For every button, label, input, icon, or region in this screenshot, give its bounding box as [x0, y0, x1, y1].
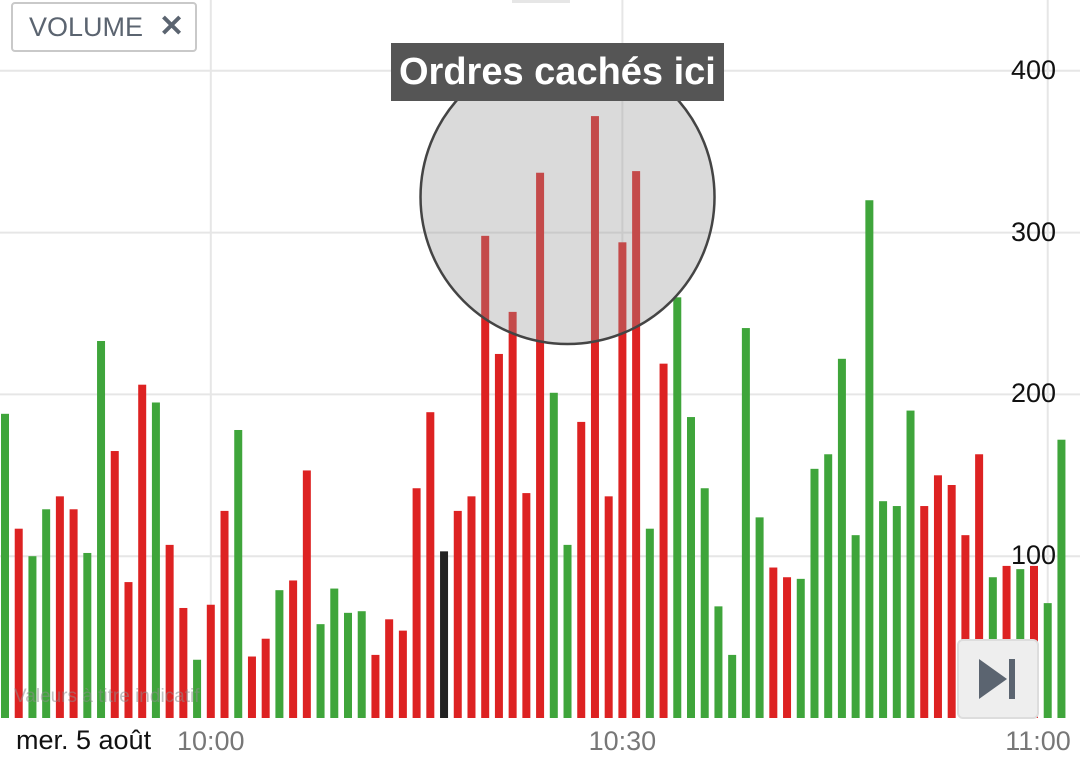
volume-bar-59: [810, 468, 819, 718]
hidden-orders-annotation: Ordres cachés ici: [391, 43, 724, 101]
volume-bar-52: [714, 606, 723, 718]
volume-bar-14: [193, 659, 202, 718]
volume-bar-50: [687, 417, 695, 718]
volume-bar-8: [110, 451, 119, 718]
volume-bar-34: [467, 496, 476, 718]
volume-bar-58: [796, 578, 805, 718]
volume-bar-11: [151, 402, 160, 718]
volume-bar-12: [165, 544, 174, 718]
volume-bar-63: [865, 200, 874, 719]
volume-bar-55: [755, 517, 764, 718]
y-tick-label: 100: [1010, 540, 1056, 571]
volume-bar-57: [783, 577, 792, 718]
volume-bar-48: [659, 363, 668, 718]
volume-bar-64: [879, 501, 888, 718]
volume-bar-36: [494, 353, 503, 718]
volume-bar-24: [330, 588, 339, 718]
volume-bars: [1, 116, 1066, 719]
x-tick-label: 10:00: [177, 726, 245, 756]
y-tick-label: 300: [1010, 216, 1056, 247]
volume-bar-20: [275, 590, 284, 718]
volume-bar-7: [97, 341, 106, 718]
volume-bar-49: [673, 297, 682, 718]
skip-to-end-button[interactable]: [957, 639, 1039, 719]
volume-bar-10: [138, 384, 147, 718]
volume-bar-43: [590, 116, 599, 718]
volume-bar-56: [769, 567, 778, 718]
volume-bar-69: [947, 485, 956, 718]
volume-bar-38: [522, 493, 531, 718]
top-edge-marker: [512, 0, 570, 3]
volume-bar-22: [302, 470, 311, 718]
volume-bar-47: [645, 528, 654, 718]
volume-bar-68: [933, 475, 942, 718]
close-icon[interactable]: ✕: [159, 10, 185, 43]
volume-bar-51: [700, 488, 709, 718]
volume-bar-66: [906, 410, 915, 718]
volume-bar-37: [508, 311, 517, 718]
volume-bar-46: [632, 171, 641, 719]
volume-bar-29: [398, 630, 407, 718]
volume-bar-27: [371, 654, 380, 718]
volume-bar-31: [426, 412, 435, 718]
volume-bar-53: [728, 654, 737, 718]
volume-bar-32: [440, 551, 449, 718]
volume-bar-21: [289, 580, 298, 718]
volume-bar-39: [536, 172, 545, 718]
volume-bar-5: [69, 509, 78, 718]
volume-bar-19: [261, 638, 270, 718]
volume-bar-15: [206, 604, 215, 718]
volume-bar-62: [851, 535, 860, 718]
volume-bar-41: [563, 544, 572, 718]
y-tick-label: 400: [1010, 54, 1056, 85]
volume-bar-67: [920, 506, 929, 718]
volume-bar-4: [55, 496, 64, 718]
date-label: mer. 5 août: [0, 718, 168, 763]
volume-bar-35: [481, 235, 490, 718]
x-tick-label: 10:30: [588, 726, 657, 756]
skip-to-end-icon: [979, 659, 1015, 699]
volume-bar-30: [412, 488, 421, 718]
volume-bar-28: [385, 619, 394, 718]
x-tick-label: 11:00: [1005, 726, 1071, 756]
disclaimer-watermark: Valeurs à titre indicatif: [14, 686, 200, 707]
volume-bar-54: [741, 328, 750, 718]
volume-bar-40: [549, 392, 558, 718]
volume-bar-3: [42, 509, 51, 718]
volume-bar-13: [179, 607, 188, 718]
volume-bar-25: [344, 612, 352, 718]
volume-indicator-chip[interactable]: VOLUME ✕: [11, 2, 197, 52]
volume-bar-71: [975, 454, 984, 718]
volume-bar-2: [28, 556, 37, 718]
volume-bar-18: [247, 656, 256, 718]
volume-bar-42: [577, 421, 586, 718]
volume-bar-9: [124, 582, 133, 718]
volume-bar-70: [961, 535, 970, 718]
volume-bar-23: [316, 624, 325, 718]
volume-bar-1: [14, 528, 23, 718]
indicator-label: VOLUME: [29, 11, 144, 42]
volume-bar-76: [1043, 603, 1052, 718]
volume-bar-44: [604, 496, 613, 718]
volume-bar-6: [83, 552, 92, 718]
volume-bar-61: [837, 358, 846, 718]
volume-bar-60: [824, 454, 833, 718]
volume-bar-77: [1057, 439, 1066, 718]
volume-bar-0: [1, 413, 9, 718]
volume-bar-16: [220, 510, 229, 718]
y-tick-label: 200: [1010, 378, 1056, 409]
volume-bar-33: [453, 510, 462, 718]
volume-bar-17: [234, 429, 243, 718]
volume-bar-65: [892, 506, 901, 718]
volume-bar-26: [357, 611, 366, 718]
volume-bar-45: [618, 242, 627, 719]
